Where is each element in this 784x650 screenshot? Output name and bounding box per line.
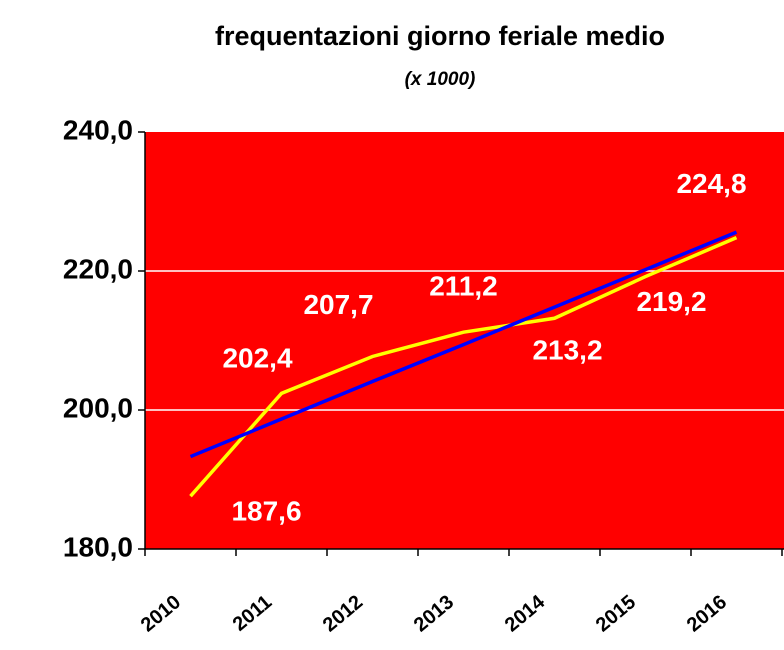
x-tick-label: 2010 — [137, 591, 185, 636]
x-tick-label: 2013 — [410, 591, 458, 636]
data-label: 187,6 — [231, 496, 301, 527]
y-tick-label: 240,0 — [63, 114, 133, 145]
x-tick-label: 2014 — [501, 590, 550, 636]
data-label: 213,2 — [532, 335, 602, 366]
chart-title: frequentazioni giorno feriale medio — [215, 21, 665, 51]
y-tick-label: 200,0 — [63, 392, 133, 423]
plot-area — [145, 132, 784, 549]
data-label: 211,2 — [429, 271, 498, 302]
data-label: 224,8 — [676, 168, 746, 199]
x-tick-label: 2016 — [683, 591, 731, 636]
trend-line — [189, 230, 738, 459]
x-tick-label: 2012 — [319, 591, 367, 636]
series-line — [189, 236, 738, 498]
x-tick-label: 2015 — [592, 591, 640, 636]
chart-subtitle: (x 1000) — [405, 69, 476, 90]
data-label: 219,2 — [636, 286, 706, 317]
x-tick-label: 2011 — [229, 591, 276, 636]
y-tick-label: 220,0 — [63, 253, 133, 284]
data-label: 207,7 — [303, 289, 373, 320]
y-tick-label: 180,0 — [63, 531, 133, 562]
data-label: 202,4 — [222, 343, 292, 374]
